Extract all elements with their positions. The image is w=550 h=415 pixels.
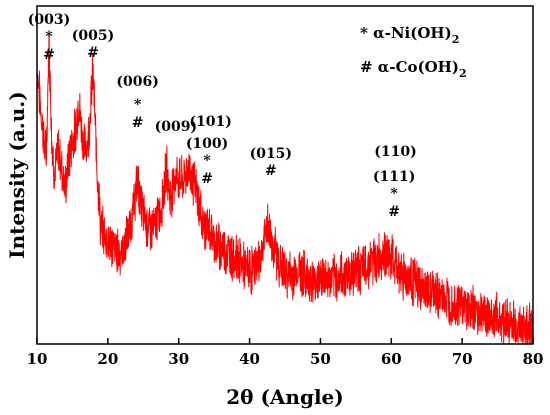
peak-annotations: (003)*#(005)#(006)*# (009)(101)(100)*#(01… xyxy=(28,12,417,220)
ni-hydroxide-marker: * xyxy=(134,97,142,113)
ni-hydroxide-marker: * xyxy=(45,29,53,45)
peak-label: (101) xyxy=(189,114,231,130)
co-hydroxide-marker: # xyxy=(43,47,55,63)
legend-entry: * α-Ni(OH)2 xyxy=(360,24,459,46)
x-tick-label: 60 xyxy=(381,350,402,368)
x-tick-label: 50 xyxy=(310,350,331,368)
y-axis-title: Intensity (a.u.) xyxy=(5,91,29,258)
plot-frame xyxy=(36,5,534,345)
x-tick-label: 80 xyxy=(523,350,544,368)
co-hydroxide-marker: # xyxy=(132,115,144,131)
peak-label: (111) xyxy=(373,169,415,185)
x-tick-label: 40 xyxy=(239,350,260,368)
x-tick-label: 30 xyxy=(168,350,189,368)
co-hydroxide-marker: # xyxy=(87,45,99,61)
xrd-pattern-line xyxy=(37,32,533,344)
x-tick-label: 20 xyxy=(97,350,118,368)
co-hydroxide-marker: # xyxy=(201,171,213,187)
peak-label: (015) xyxy=(250,146,292,162)
ni-hydroxide-marker: * xyxy=(390,186,398,202)
x-axis-title: 2θ (Angle) xyxy=(226,385,344,409)
x-axis: 10 20 30 40 50 60 70 80 xyxy=(27,338,544,368)
peak-label: (009) xyxy=(155,119,197,135)
peak-label: (110) xyxy=(374,144,416,160)
x-tick-label: 10 xyxy=(27,350,48,368)
legend-entry: # α-Co(OH)2 xyxy=(360,58,467,80)
ni-hydroxide-marker: * xyxy=(203,153,211,169)
peak-label: (100) xyxy=(186,136,228,152)
co-hydroxide-marker: # xyxy=(388,204,400,220)
co-hydroxide-marker: # xyxy=(265,163,277,179)
legend: * α-Ni(OH)2 # α-Co(OH)2 xyxy=(360,24,467,80)
peak-label: (006) xyxy=(116,74,158,90)
peak-label: (003) xyxy=(28,12,70,28)
x-tick-label: 70 xyxy=(452,350,473,368)
peak-label: (005) xyxy=(72,28,114,44)
